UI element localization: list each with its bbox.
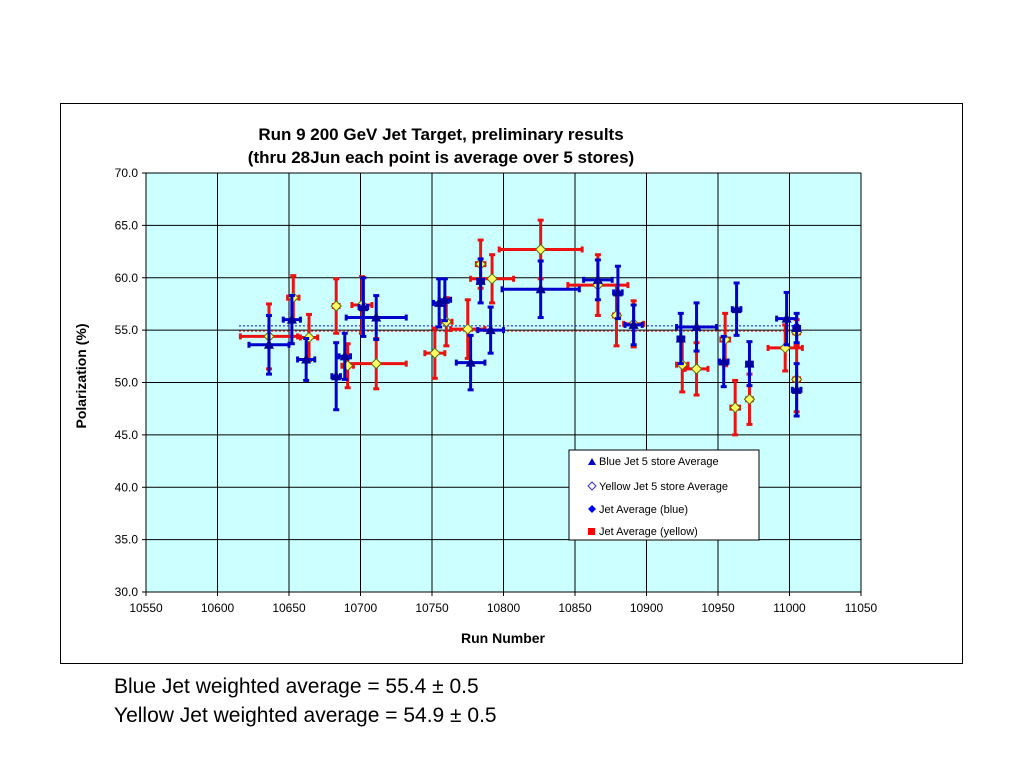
legend-diamond-open-icon [587, 481, 597, 491]
chart-frame: 10550 10600 10650 10700 10750 10800 10850 10900… [60, 103, 963, 664]
blue-point-marker [781, 312, 792, 323]
blue-point-marker [718, 355, 729, 366]
x-tick-label: 11050 [845, 601, 878, 615]
x-tick-label: 10650 [272, 601, 306, 615]
legend: Blue Jet 5 store Average Yellow Jet 5 st… [568, 449, 760, 541]
blue-point-marker [475, 274, 486, 285]
yellow-point-marker [729, 401, 741, 414]
blue-weighted-average-caption: Blue Jet weighted average = 55.4 ± 0.5 [114, 675, 479, 698]
yellow-point-marker [429, 347, 441, 359]
yellow-point-marker [534, 243, 547, 256]
blue-point-marker [592, 273, 603, 284]
yellow-weighted-average-caption: Yellow Jet weighted average = 54.9 ± 0.5 [114, 704, 497, 727]
chart-subtitle: (thru 28Jun each point is average over 5… [248, 148, 634, 167]
legend-diamond-icon [588, 505, 596, 513]
yellow-point-marker [690, 363, 703, 375]
blue-point-marker [612, 286, 623, 297]
blue-point-marker [791, 383, 802, 394]
yellow-point-marker [486, 273, 498, 285]
chart-title: Run 9 200 GeV Jet Target, preliminary re… [258, 125, 623, 144]
blue-point-marker [358, 301, 369, 312]
blue-point-marker [371, 311, 382, 322]
legend-triangle-icon [588, 458, 596, 465]
x-tick-label: 10550 [129, 601, 163, 615]
axis-tick-labels: 10550 10600 10650 10700 10750 10800 10850 10900… [115, 166, 878, 615]
blue-point-marker [744, 357, 755, 368]
x-tick-label: 10750 [415, 601, 449, 615]
yellow-point-marker [743, 393, 756, 405]
x-axis-label: Run Number [461, 630, 546, 646]
y-tick-label: 50.0 [115, 376, 139, 390]
legend-box [568, 449, 760, 541]
legend-item-yellow-jet: Yellow Jet 5 store Average [599, 481, 728, 493]
blue-point-marker [675, 332, 686, 343]
y-tick-label: 40.0 [115, 480, 139, 494]
y-tick-label: 55.0 [115, 323, 139, 337]
blue-point-marker [691, 320, 702, 331]
y-axis-label: Polarization (%) [73, 323, 89, 428]
legend-item-jet-average-blue: Jet Average (blue) [599, 504, 688, 516]
blue-point-marker [465, 356, 476, 367]
x-tick-label: 10950 [701, 601, 735, 615]
x-tick-label: 10800 [487, 601, 521, 615]
blue-point-marker [434, 296, 445, 307]
yellow-point-marker [330, 300, 342, 312]
blue-point-marker [439, 293, 450, 304]
y-tick-label: 30.0 [115, 585, 139, 599]
chart-svg: 10550 10600 10650 10700 10750 10800 10850 10900… [73, 125, 878, 646]
blue-point-marker [301, 353, 312, 364]
blue-point-marker [339, 350, 350, 361]
legend-item-jet-average-yellow: Jet Average (yellow) [599, 526, 698, 538]
x-tick-label: 11000 [773, 601, 806, 615]
x-tick-label: 10900 [630, 601, 664, 615]
blue-point-marker [331, 370, 342, 381]
blue-point-marker [791, 322, 802, 333]
y-tick-label: 45.0 [115, 428, 139, 442]
y-tick-label: 60.0 [115, 271, 139, 285]
yellow-point-marker [370, 357, 382, 370]
y-tick-label: 35.0 [115, 533, 139, 547]
blue-point-marker [263, 338, 274, 349]
blue-point-marker [535, 283, 546, 294]
blue-series [247, 257, 803, 418]
y-tick-label: 70.0 [115, 166, 139, 180]
legend-item-blue-jet: Blue Jet 5 store Average [599, 456, 719, 468]
y-tick-label: 65.0 [115, 218, 139, 232]
x-tick-label: 10850 [558, 601, 592, 615]
x-tick-label: 10600 [201, 601, 235, 615]
blue-point-marker [286, 313, 297, 324]
x-tick-label: 10700 [344, 601, 378, 615]
blue-point-marker [731, 303, 742, 314]
blue-point-marker [485, 324, 496, 335]
blue-point-marker [628, 318, 639, 329]
legend-square-icon [588, 528, 595, 535]
